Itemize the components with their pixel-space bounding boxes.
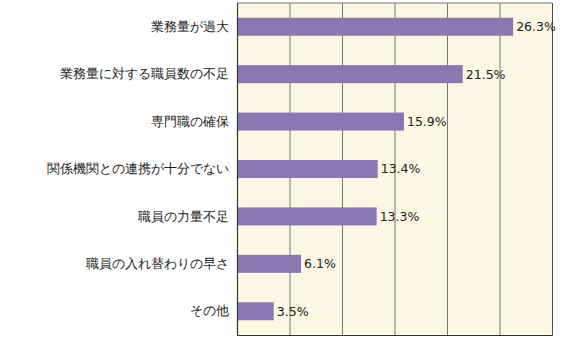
bar: [237, 255, 301, 273]
y-tick-label: 専門職の確保: [151, 114, 229, 129]
bar: [237, 160, 378, 178]
data-label: 26.3%: [516, 19, 556, 34]
data-labels: 26.3% 21.5% 15.9% 13.4% 13.3% 6.1% 3.5%: [277, 19, 556, 319]
data-label: 13.3%: [380, 209, 420, 224]
y-tick: 業務量に対する職員数の不足: [60, 66, 237, 81]
y-tick: 職員の力量不足: [138, 209, 237, 224]
bar: [237, 207, 377, 225]
x-tick: [500, 3, 501, 335]
data-label: 6.1%: [304, 256, 336, 271]
y-tick: 関係機関との連携が十分でない: [47, 161, 237, 176]
plot-background: [237, 3, 552, 335]
data-label: 15.9%: [407, 114, 447, 129]
bar: [237, 18, 513, 36]
plot: 業務量が過大業務量に対する職員数の不足専門職の確保関係機関との連携が十分でない職…: [47, 3, 556, 336]
data-label: 13.4%: [381, 161, 421, 176]
x-axis-line: [238, 3, 553, 336]
y-tick: その他: [190, 303, 237, 318]
x-tick: [552, 3, 553, 335]
x-axis: [238, 3, 553, 336]
bar: [237, 65, 463, 83]
data-label: 21.5%: [466, 67, 506, 82]
y-tick-label: 業務量が過大: [151, 19, 229, 34]
y-tick-label: その他: [190, 303, 229, 318]
y-tick: 業務量が過大: [151, 19, 237, 34]
data-label: 3.5%: [277, 304, 309, 319]
y-axis-line: [237, 4, 238, 336]
chart: 業務量が過大業務量に対する職員数の不足専門職の確保関係機関との連携が十分でない職…: [0, 0, 566, 341]
y-tick-label: 職員の力量不足: [138, 209, 229, 224]
x-tick: [447, 3, 448, 335]
y-axis: 業務量が過大業務量に対する職員数の不足専門職の確保関係機関との連携が十分でない職…: [47, 4, 238, 336]
y-tick: 職員の入れ替わりの早さ: [86, 256, 237, 271]
frame-line: [237, 3, 552, 4]
bars: [237, 18, 513, 321]
grid-line: [447, 3, 448, 335]
grid-line: [237, 3, 238, 335]
y-tick: 専門職の確保: [151, 114, 237, 129]
y-tick-label: 職員の入れ替わりの早さ: [86, 256, 229, 271]
y-tick-label: 業務量に対する職員数の不足: [60, 66, 229, 81]
grid-line: [500, 3, 501, 335]
grid-line: [552, 3, 553, 335]
x-tick: [237, 3, 238, 335]
bar: [237, 113, 404, 131]
bar: [237, 302, 274, 320]
y-tick-label: 関係機関との連携が十分でない: [47, 161, 229, 176]
